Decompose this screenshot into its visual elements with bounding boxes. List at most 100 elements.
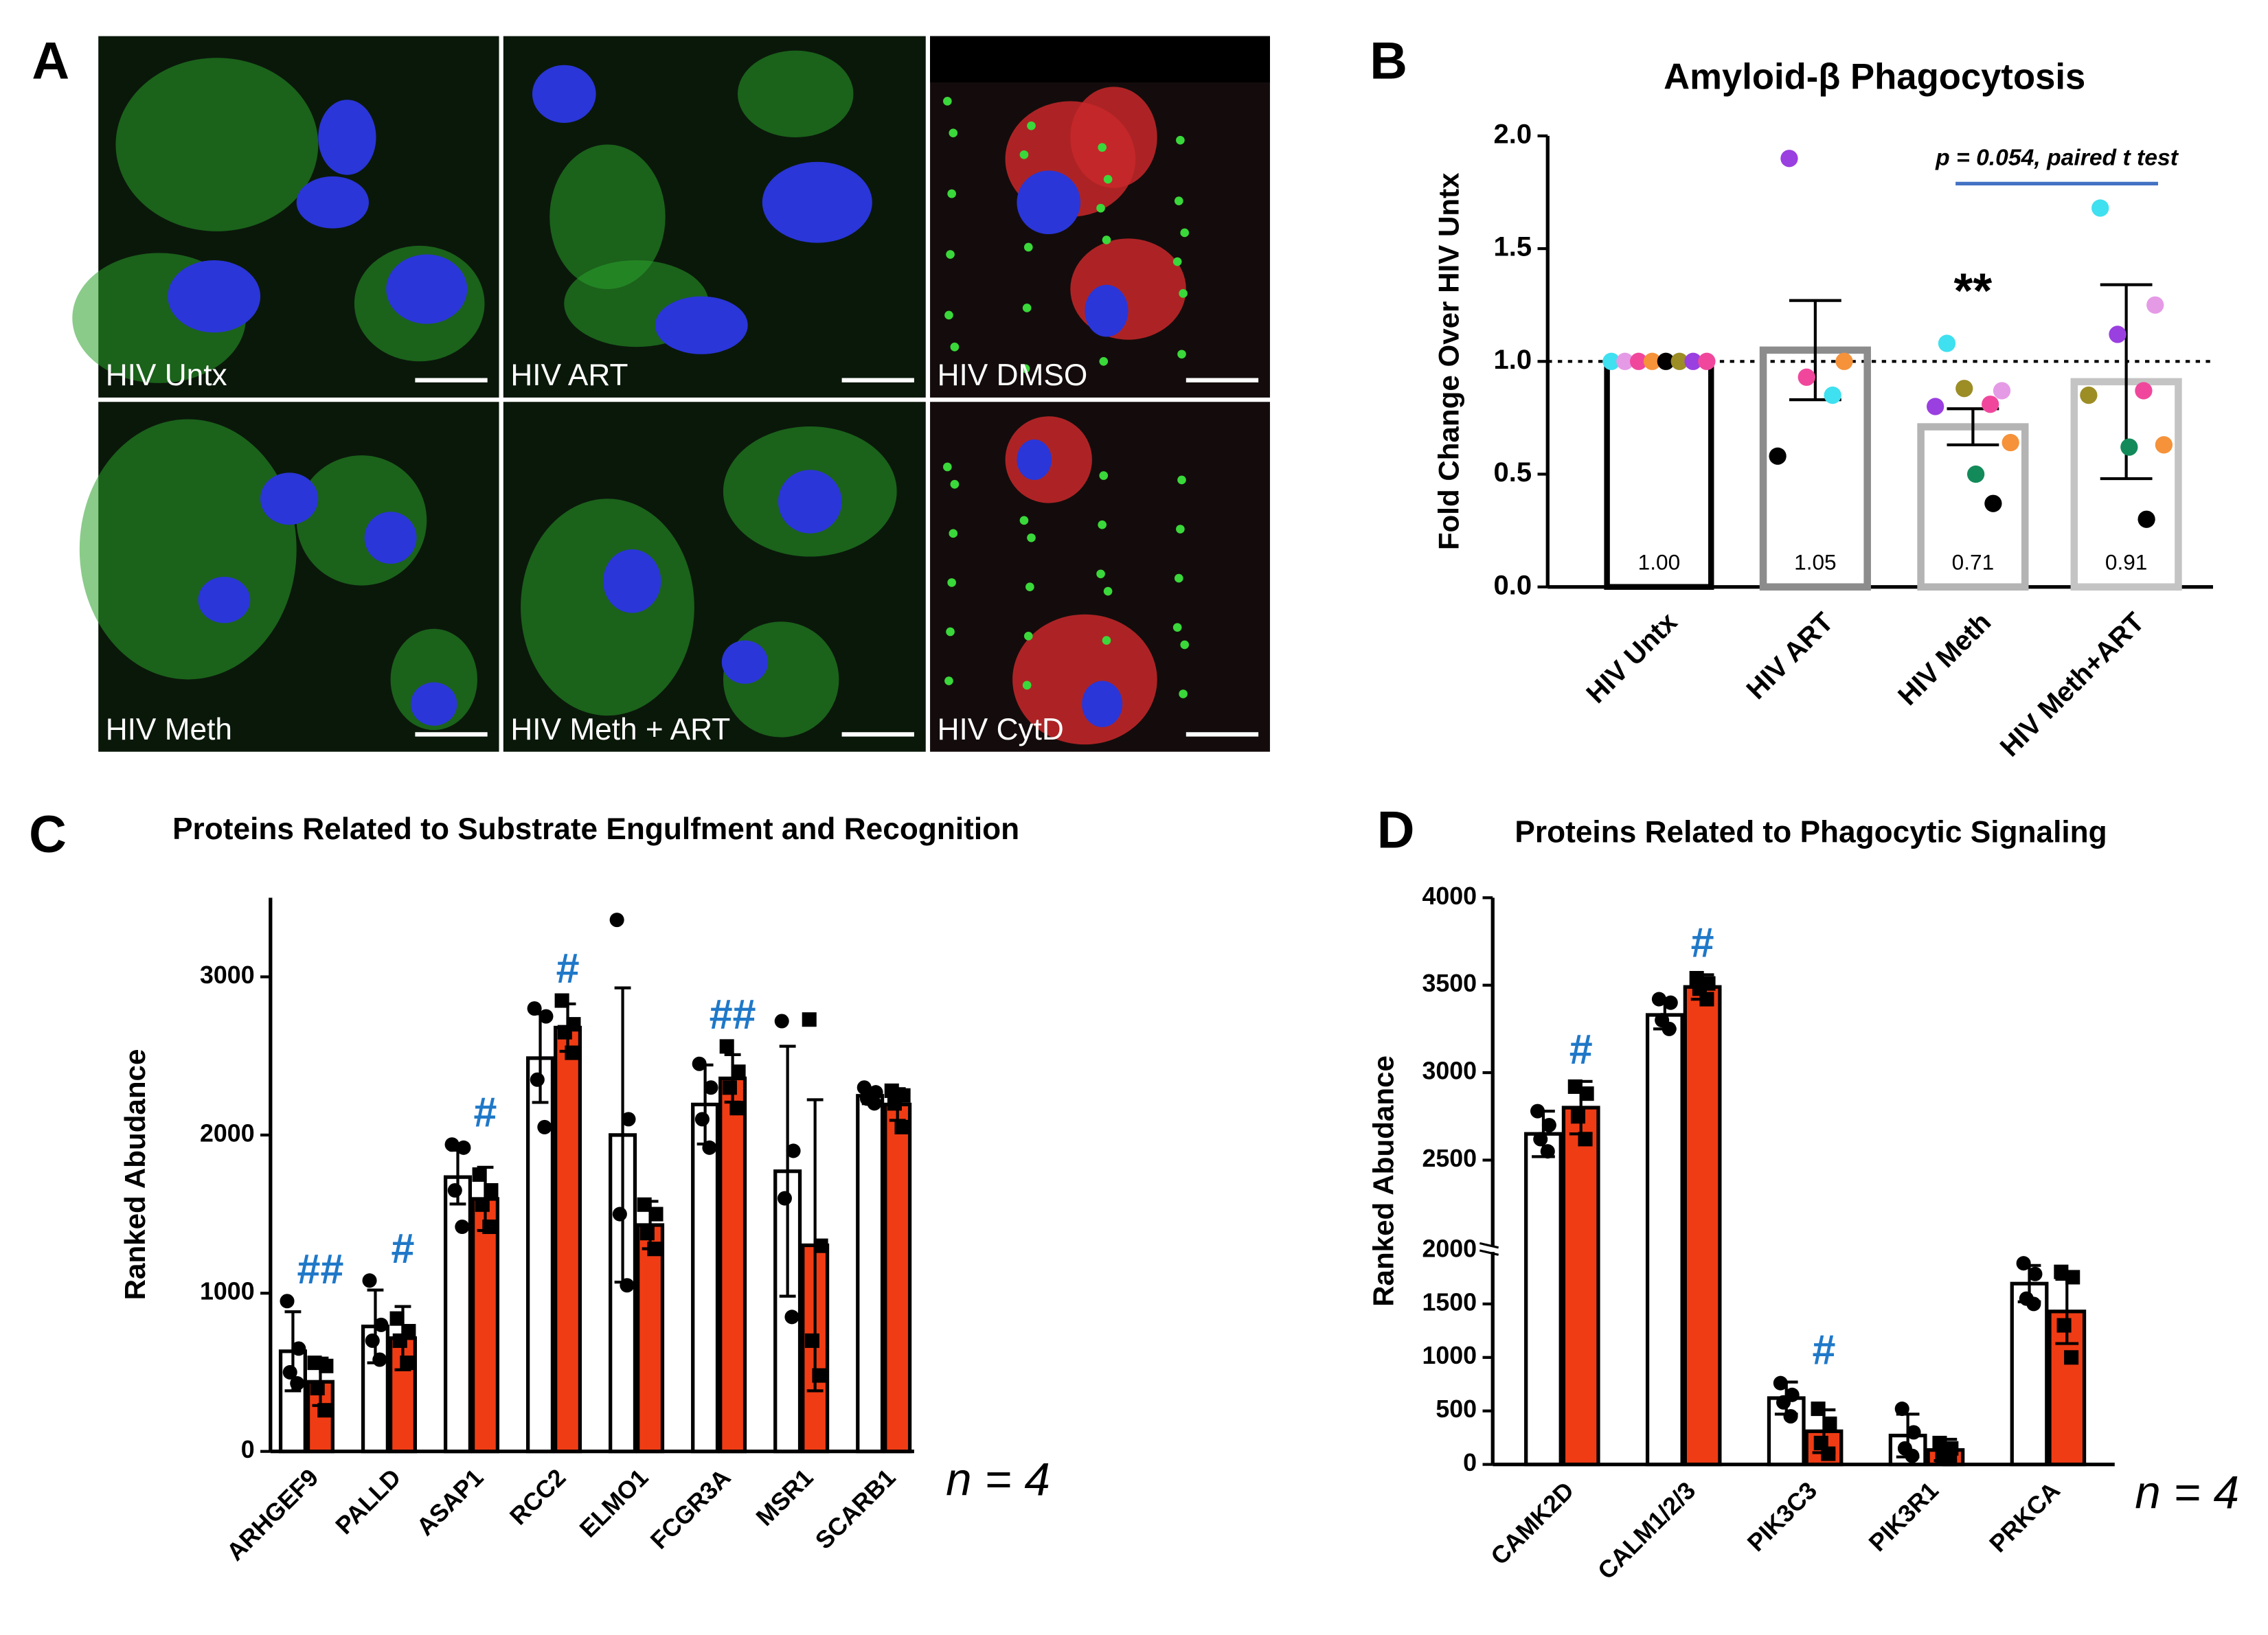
data-point bbox=[774, 1014, 789, 1029]
data-point bbox=[1616, 352, 1634, 370]
bead bbox=[950, 479, 960, 489]
micrograph-label: HIV Meth + ART bbox=[510, 713, 730, 746]
data-point bbox=[1773, 1375, 1788, 1391]
data-point bbox=[722, 1080, 737, 1095]
data-point bbox=[2080, 386, 2098, 404]
bead bbox=[1027, 121, 1036, 130]
cell bbox=[115, 58, 319, 231]
data-point bbox=[1643, 352, 1662, 370]
bar bbox=[1645, 1013, 1684, 1467]
bead bbox=[1179, 689, 1188, 698]
data-point bbox=[1657, 352, 1675, 370]
bead bbox=[946, 250, 955, 259]
panel-label: B bbox=[1370, 32, 1407, 91]
nucleus bbox=[778, 470, 842, 534]
data-point bbox=[475, 1197, 490, 1212]
nucleus bbox=[364, 512, 417, 564]
data-point bbox=[282, 1364, 297, 1380]
data-point bbox=[887, 1096, 903, 1111]
x-tick-label: PRKCA bbox=[1984, 1476, 2065, 1557]
data-point bbox=[2137, 510, 2155, 528]
data-point bbox=[1540, 1144, 1555, 1159]
axis-break-mark bbox=[1479, 1242, 1499, 1249]
y-axis-label: Fold Change Over HIV Untx bbox=[1432, 172, 1464, 550]
bead bbox=[946, 627, 955, 637]
chart-title: Amyloid-β Phagocytosis bbox=[1664, 57, 2085, 98]
data-point bbox=[1821, 1446, 1836, 1461]
sample-size-note: n = 4 bbox=[2135, 1467, 2239, 1519]
nucleus bbox=[260, 472, 319, 525]
chart-title: Proteins Related to Substrate Engulfment… bbox=[172, 812, 1019, 846]
data-point bbox=[692, 1056, 707, 1071]
data-point bbox=[444, 1137, 460, 1152]
micrograph-label: HIV Meth bbox=[106, 713, 232, 746]
data-point bbox=[557, 1025, 572, 1040]
data-point bbox=[1567, 1079, 1583, 1094]
nucleus bbox=[1017, 439, 1052, 480]
x-tick-label: MSR1 bbox=[751, 1463, 819, 1531]
bead bbox=[1022, 304, 1032, 312]
bar bbox=[1524, 1132, 1563, 1467]
data-point bbox=[2056, 1318, 2072, 1333]
y-tick-label: 1.5 bbox=[1493, 232, 1532, 262]
data-point bbox=[2120, 438, 2138, 456]
bead bbox=[1176, 135, 1185, 145]
y-tick-label: 4000 bbox=[1422, 882, 1477, 910]
axis-break bbox=[1478, 1246, 1501, 1253]
bead bbox=[1172, 257, 1182, 266]
data-point bbox=[1938, 334, 1956, 352]
data-point bbox=[537, 1119, 552, 1134]
data-point bbox=[1769, 447, 1787, 465]
nucleus bbox=[721, 640, 769, 684]
data-point bbox=[729, 1101, 745, 1116]
bead bbox=[1023, 242, 1033, 252]
y-tick-label: 0 bbox=[241, 1436, 255, 1463]
bead bbox=[1102, 636, 1111, 645]
data-point bbox=[1651, 992, 1666, 1007]
micrograph-label: HIV CytD bbox=[938, 713, 1064, 746]
data-point bbox=[1662, 1021, 1677, 1036]
bead bbox=[950, 342, 960, 352]
bead bbox=[1103, 174, 1113, 184]
data-point bbox=[1579, 1086, 1594, 1101]
panel-label: D bbox=[1377, 801, 1415, 860]
data-point bbox=[317, 1403, 332, 1418]
data-point bbox=[2135, 382, 2153, 400]
data-point bbox=[2054, 1264, 2069, 1279]
data-point bbox=[1822, 1416, 1837, 1431]
significance-marker: # bbox=[1569, 1026, 1593, 1073]
bead bbox=[1099, 471, 1109, 480]
data-point bbox=[1905, 1448, 1920, 1463]
bead bbox=[1180, 228, 1190, 238]
data-point bbox=[813, 1238, 828, 1253]
bead bbox=[1025, 582, 1034, 592]
data-point bbox=[447, 1182, 462, 1198]
significance-marker: # bbox=[1813, 1327, 1836, 1373]
value-label: 0.71 bbox=[1952, 549, 1994, 574]
bar bbox=[883, 1102, 912, 1454]
bead bbox=[1172, 623, 1182, 632]
data-point bbox=[1993, 382, 2011, 400]
data-point bbox=[362, 1273, 377, 1288]
panel-label: A bbox=[32, 32, 69, 91]
value-label: 1.00 bbox=[1638, 549, 1680, 574]
data-point bbox=[527, 1001, 542, 1016]
bead bbox=[1179, 289, 1188, 298]
bead bbox=[1103, 586, 1113, 596]
cell bbox=[1070, 87, 1157, 188]
data-point bbox=[1824, 386, 1841, 404]
data-point bbox=[392, 1333, 407, 1348]
bead bbox=[1098, 143, 1107, 152]
value-label: 1.05 bbox=[1794, 549, 1836, 574]
bead bbox=[1180, 640, 1190, 650]
bar bbox=[2010, 1281, 2049, 1467]
data-point bbox=[719, 1039, 734, 1054]
data-point bbox=[530, 1072, 545, 1087]
data-point bbox=[1927, 398, 1944, 415]
x-tick-label: ELMO1 bbox=[574, 1463, 653, 1542]
nucleus bbox=[411, 682, 457, 726]
data-point bbox=[731, 1064, 746, 1079]
bead bbox=[944, 310, 953, 320]
data-point bbox=[857, 1080, 872, 1095]
